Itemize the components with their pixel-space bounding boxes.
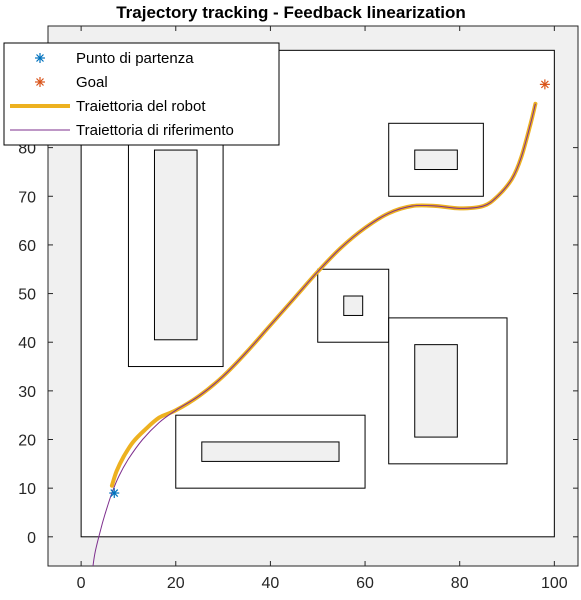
series-reference-trajectory xyxy=(92,103,536,566)
x-tick-label-0: 0 xyxy=(77,575,86,592)
legend-label-2: Traiettoria del robot xyxy=(76,98,206,115)
y-tick-label-70: 70 xyxy=(18,189,36,206)
y-tick-label-20: 20 xyxy=(18,433,36,450)
x-tick-label-60: 60 xyxy=(356,575,374,592)
obstacle-0 xyxy=(153,149,198,341)
legend-entry-1: Goal xyxy=(35,74,108,91)
y-tick-label-10: 10 xyxy=(18,481,36,498)
chart-title: Trajectory tracking - Feedback lineariza… xyxy=(116,3,466,22)
legend-marker-0 xyxy=(35,53,45,63)
marker-goal xyxy=(539,79,550,90)
y-tick-label-50: 50 xyxy=(18,287,36,304)
obstacle-3 xyxy=(414,344,458,438)
y-tick-label-30: 30 xyxy=(18,384,36,401)
legend: Punto di partenza Goal Traiettoria del rob… xyxy=(3,42,280,146)
legend-label-0: Punto di partenza xyxy=(76,50,194,67)
legend-entry-3: Traiettoria di riferimento xyxy=(10,122,234,139)
marker-start-point xyxy=(109,488,120,499)
x-tick-label-20: 20 xyxy=(167,575,185,592)
legend-entry-0: Punto di partenza xyxy=(35,50,194,67)
x-tick-label-40: 40 xyxy=(262,575,280,592)
legend-label-3: Traiettoria di riferimento xyxy=(76,122,234,139)
obstacle-2 xyxy=(343,295,364,316)
x-tick-label-80: 80 xyxy=(451,575,469,592)
legend-marker-1 xyxy=(35,77,45,87)
y-tick-label-0: 0 xyxy=(27,530,36,547)
legend-box xyxy=(3,42,280,146)
obstacle-1 xyxy=(201,441,340,462)
series-lines xyxy=(92,101,538,566)
x-tick-label-100: 100 xyxy=(541,575,568,592)
legend-label-1: Goal xyxy=(76,74,108,91)
y-tick-label-40: 40 xyxy=(18,335,36,352)
legend-entry-2: Traiettoria del robot xyxy=(10,98,206,115)
y-tick-label-60: 60 xyxy=(18,238,36,255)
obstacle-4 xyxy=(414,149,458,171)
